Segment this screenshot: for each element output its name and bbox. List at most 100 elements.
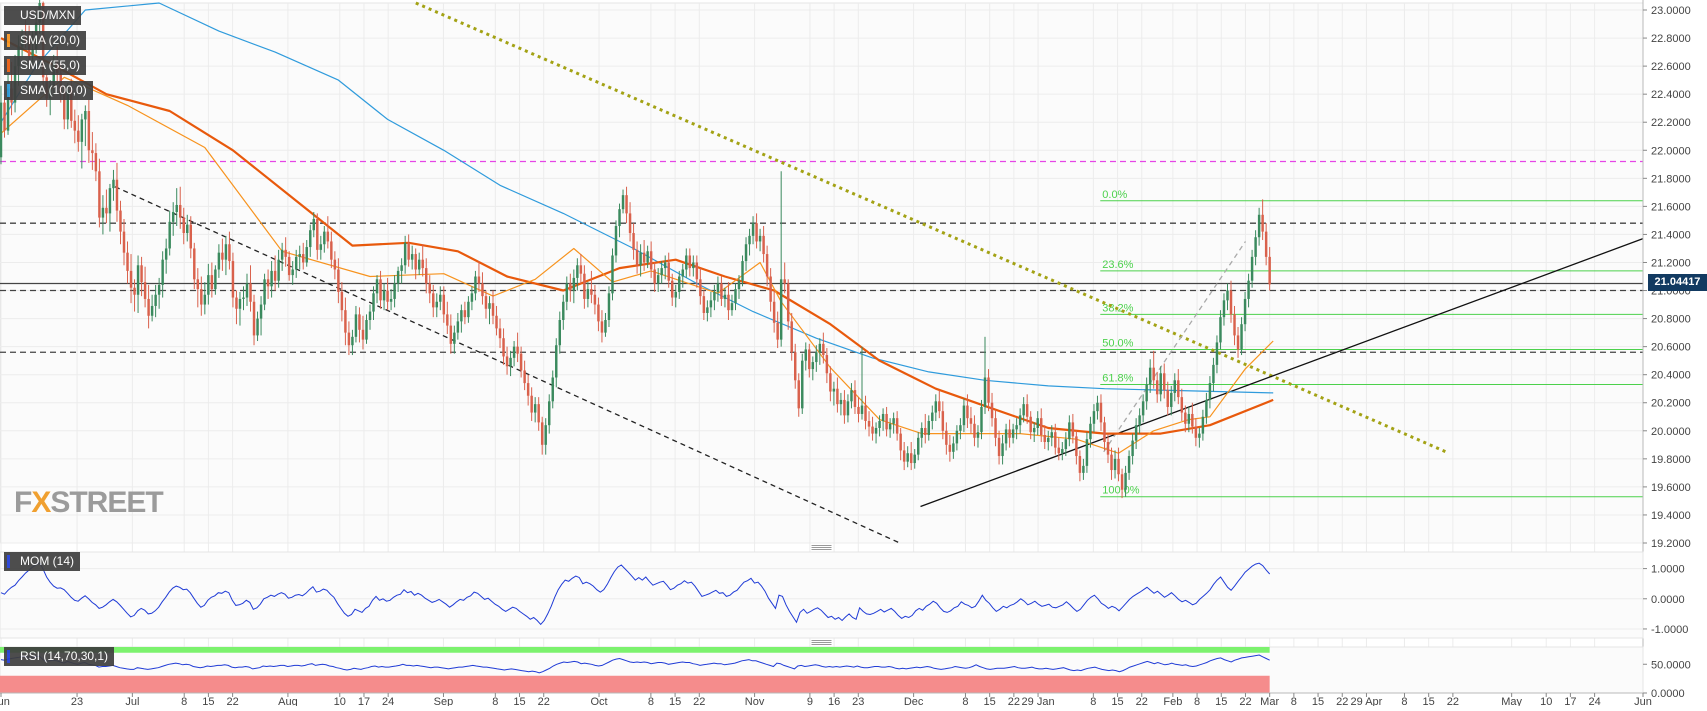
candle-body [1036,418,1039,428]
candle-body [277,259,280,281]
time-tick-label: 24 [1588,696,1600,706]
candle-body [347,332,351,346]
fib-level-label: 50.0% [1102,337,1133,349]
time-tick-label: 15 [1312,696,1324,706]
time-tick-label: 16 [828,696,840,706]
candle-body [537,404,540,423]
candle-body [410,254,414,260]
candle-body [456,321,460,333]
candle-body [878,420,881,428]
candle-body [115,179,119,211]
candle-body [646,251,649,263]
price-tick-label: 22.8000 [1651,33,1691,45]
time-tick-label: 23 [71,696,83,706]
legend-sma100[interactable]: SMA (100,0) [4,81,93,100]
candle-body [143,282,147,299]
rsi-overbought-zone [0,647,1270,653]
candle-body [590,289,593,295]
candle-body [931,412,934,421]
legend-sma20[interactable]: SMA (20,0) [4,31,87,50]
time-tick-label: Feb [1163,696,1182,706]
candle-body [1078,456,1082,473]
legend-sma55[interactable]: SMA (55,0) [4,56,87,75]
candle-body [765,254,769,277]
candle-body [1243,298,1247,325]
candle-body [393,283,396,299]
candle-body [316,219,319,250]
price-tick-label: 21.6000 [1651,201,1691,213]
main-plot-area [0,2,1644,544]
price-tick-label: 22.6000 [1651,61,1691,73]
time-tick-label: Aug [278,696,298,706]
time-tick-label: 9 [807,696,813,706]
time-tick-label: 10 [334,696,346,706]
candle-body [804,349,808,361]
candle-body [671,280,674,298]
candle-body [955,430,959,444]
candle-body [432,293,435,308]
candle-body [481,283,484,297]
candle-body [1201,416,1205,434]
candle-body [417,259,421,270]
candle-body [259,304,263,319]
time-tick-label: Jun [1634,696,1652,706]
candle-body [829,373,832,392]
momentum-plot-area [0,551,1644,639]
candle-body [794,352,797,381]
candle-body [270,270,273,287]
price-tick-label: 20.2000 [1651,398,1691,410]
candle-body [836,388,839,405]
legend-rsi-swatch [7,650,10,663]
candle-body [446,314,449,326]
candle-body [895,418,899,434]
candle-body [579,265,583,274]
candle-body [1173,380,1177,393]
candle-body [488,303,491,309]
legend-momentum[interactable]: MOM (14) [4,552,80,571]
candle-body [906,453,909,462]
time-tick-label: 22 [1447,696,1459,706]
candle-body [354,314,358,337]
time-tick-label: 8 [962,696,968,706]
candle-body [572,277,576,291]
legend-symbol[interactable]: USD/MXN [4,6,82,25]
candle-body [129,270,133,288]
candle-body [94,153,98,172]
panel-dividers[interactable] [811,545,832,645]
candle-body [1068,422,1071,440]
candle-body [994,418,997,438]
candle-body [544,425,547,445]
horizontal-levels [0,160,1643,353]
candle-body [182,217,185,234]
candle-body [1159,373,1162,395]
candle-body [881,413,885,421]
candle-body [772,301,776,323]
candle-body [1152,367,1155,381]
candle-body [716,283,720,292]
candle-body [699,279,702,297]
candle-body [909,453,913,464]
candle-body [298,254,301,257]
candle-body [741,261,744,281]
candle-body [301,254,305,263]
legend-rsi[interactable]: RSI (14,70,30,1) [4,647,115,666]
candle-body [540,422,544,445]
candle-body [1015,425,1018,430]
candle-body [512,346,516,358]
time-tick-label: 22 [1336,696,1348,706]
time-tick-label: 29 Apr [1351,696,1383,706]
candle-body [449,325,453,344]
candle-body [653,269,656,284]
candle-body [786,283,790,322]
candle-body [723,294,727,299]
candle-body [105,207,108,214]
time-tick-label: 22 [1136,696,1148,706]
candle-body [245,283,249,298]
candle-body [1075,436,1078,457]
time-axis: Jun 23 Jul 8 15 22 Aug 10 17 24 Sep 8 15 22 Oct 8 15 22 No… [0,692,1652,708]
legend-symbol-label: USD/MXN [20,8,76,22]
candle-body [126,252,129,271]
candle-body [815,352,818,363]
candle-body [368,311,372,320]
